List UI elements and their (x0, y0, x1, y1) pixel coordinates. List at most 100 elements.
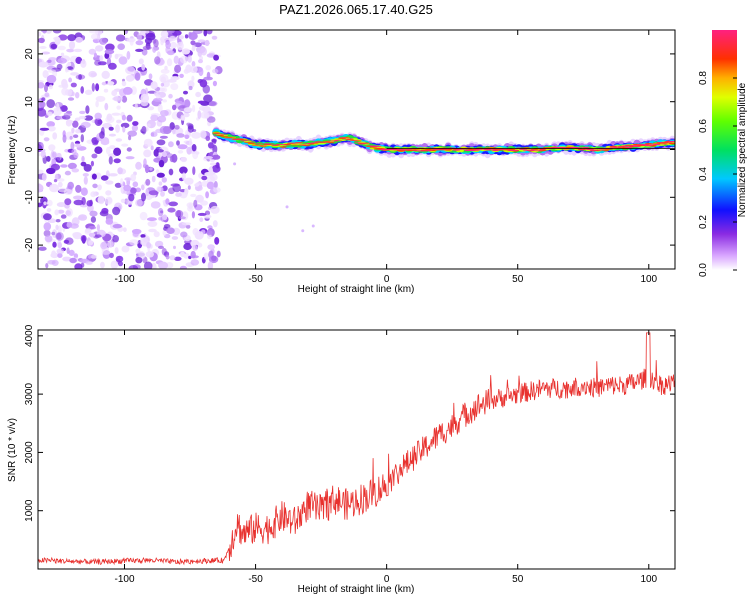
noise-speckle (174, 125, 179, 130)
noise-speckle (203, 85, 210, 94)
noise-speckle (69, 41, 75, 50)
ridge-segment (220, 134, 228, 135)
noise-speckle (49, 85, 53, 90)
noise-speckle (91, 34, 99, 40)
noise-speckle (179, 216, 186, 219)
noise-speckle (89, 233, 95, 237)
noise-speckle (170, 83, 178, 90)
noise-speckle (190, 40, 195, 45)
noise-speckle (192, 245, 198, 251)
noise-speckle (145, 189, 149, 197)
noise-speckle (122, 115, 126, 121)
noise-speckle (109, 156, 113, 164)
noise-speckle (209, 101, 218, 106)
noise-speckle (161, 76, 166, 83)
noise-speckle (167, 58, 172, 66)
noise-speckle (198, 51, 202, 57)
noise-speckle (160, 126, 169, 134)
noise-speckle (169, 169, 174, 176)
noise-speckle (141, 126, 146, 135)
noise-speckle (70, 142, 74, 150)
noise-speckle (166, 255, 170, 260)
ridge-segment (216, 134, 224, 135)
noise-speckle (60, 164, 68, 167)
ridge-segment (405, 149, 413, 150)
noise-speckle (184, 107, 193, 112)
noise-speckle (188, 55, 192, 63)
ridge-segment (346, 139, 354, 140)
noise-speckle (79, 116, 87, 119)
ridge-segment (582, 147, 590, 148)
noise-speckle (213, 187, 221, 193)
noise-speckle (127, 66, 134, 71)
noise-speckle (105, 180, 113, 184)
noise-speckle (189, 86, 193, 90)
x-tick-label: -50 (248, 274, 263, 285)
noise-speckle (168, 94, 173, 99)
noise-speckle (94, 53, 97, 58)
noise-speckle (195, 92, 201, 97)
noise-speckle (108, 63, 117, 70)
figure-title: PAZ1.2026.065.17.40.G25 (279, 2, 433, 17)
noise-speckle (113, 148, 121, 156)
spectrogram-x-label: Height of straight line (km) (298, 284, 415, 295)
noise-speckle (192, 144, 197, 151)
ridge-segment (598, 150, 606, 151)
noise-speckle (159, 160, 165, 167)
y-tick-label: 0 (24, 146, 35, 152)
noise-speckle (54, 179, 57, 182)
noise-speckle (145, 179, 150, 186)
noise-speckle (85, 261, 92, 265)
x-tick-label: 50 (512, 274, 524, 285)
noise-speckle (198, 213, 207, 216)
noise-speckle (127, 115, 133, 122)
noise-speckle (165, 41, 171, 49)
noise-speckle (166, 227, 175, 234)
colorbar-tick-label: 0.6 (698, 119, 709, 133)
noise-speckle (100, 242, 107, 250)
noise-speckle (159, 181, 163, 185)
ridge-segment (267, 144, 275, 145)
noise-speckle (44, 222, 52, 230)
noise-speckle (154, 56, 160, 64)
noise-speckle (160, 110, 169, 116)
noise-speckle (177, 42, 184, 51)
noise-speckle (100, 262, 105, 268)
noise-speckle (47, 260, 55, 265)
noise-speckle (188, 125, 194, 132)
noise-speckle (130, 39, 134, 46)
noise-speckle (102, 250, 111, 255)
noise-speckle (81, 122, 91, 128)
noise-speckle (89, 211, 97, 217)
noise-speckle (204, 156, 213, 159)
noise-speckle (149, 73, 153, 79)
noise-speckle (213, 220, 218, 227)
noise-speckle (132, 229, 142, 234)
x-tick-label: 50 (512, 574, 524, 585)
noise-speckle (67, 247, 70, 254)
noise-speckle (68, 163, 77, 169)
noise-speckle (187, 206, 194, 212)
noise-speckle (36, 170, 43, 175)
noise-speckle (116, 120, 122, 124)
noise-speckle (88, 255, 91, 259)
noise-speckle (197, 110, 201, 119)
noise-speckle (64, 240, 69, 244)
noise-speckle (75, 129, 81, 133)
noise-speckle (104, 103, 108, 110)
noise-speckle (98, 61, 107, 65)
noise-speckle (101, 208, 108, 214)
noise-speckle (129, 265, 139, 272)
noise-speckle (210, 162, 216, 165)
noise-speckle (45, 235, 53, 242)
y-tick-label: 10 (24, 96, 35, 108)
noise-speckle (62, 83, 68, 89)
noise-speckle (213, 81, 217, 87)
noise-speckle (140, 212, 148, 220)
noise-speckle (191, 259, 200, 265)
noise-speckle (73, 196, 83, 200)
noise-speckle (167, 50, 175, 55)
noise-speckle (111, 90, 117, 96)
noise-speckle (85, 90, 93, 95)
